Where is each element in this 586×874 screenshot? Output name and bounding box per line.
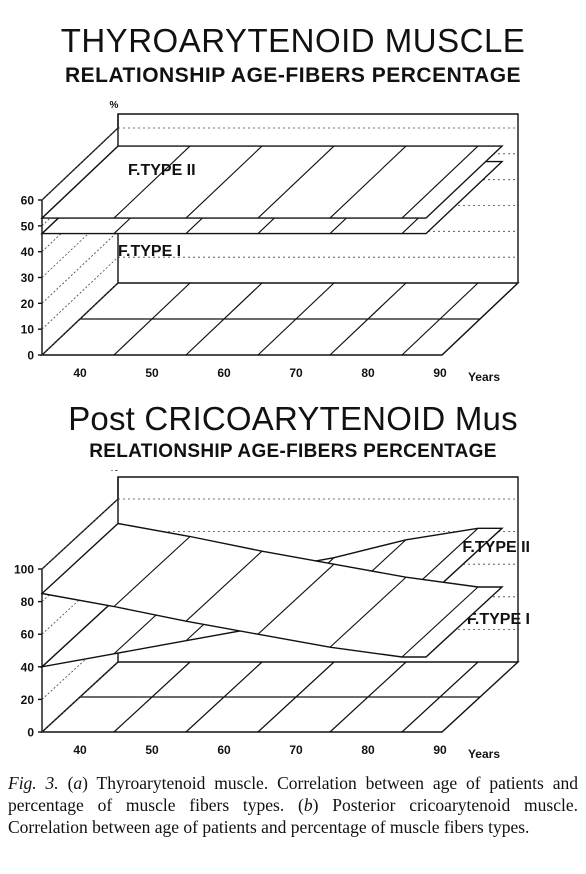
left-wall — [41, 477, 119, 732]
ribbon-segment — [185, 145, 263, 219]
cricoarytenoid-chart: 0 20 40 60 80 100% 40 50 60 70 80 90 Years F.TYPE I F.… — [14, 470, 530, 761]
ribbon-segment — [401, 586, 479, 658]
chart1-title: THYROARYTENOID MUSCLE — [60, 22, 526, 59]
x-tick-label: 80 — [361, 743, 375, 757]
y-tick-label: 80 — [21, 595, 35, 609]
y-tick-label: 0 — [27, 726, 34, 740]
chart2-subtitle: RELATIONSHIP AGE-FIBERS PERCENTAGE — [89, 441, 497, 462]
floor-divider — [185, 661, 263, 733]
grid-side — [41, 563, 119, 635]
grid-side — [41, 661, 119, 733]
y-tick-label: 60 — [21, 628, 35, 642]
y-axis-label: % — [110, 470, 119, 474]
grid-side — [41, 231, 119, 304]
y-tick-label: 20 — [21, 693, 35, 707]
x-tick-label: 60 — [217, 743, 231, 757]
grid-side — [41, 629, 119, 700]
chart2-title: Post CRICOARYTENOID Mus — [68, 400, 518, 437]
y-tick-label: 40 — [21, 660, 35, 674]
floor-divider — [113, 661, 191, 733]
series-label-2: F.TYPE II — [462, 539, 530, 556]
y-tick-label: 40 — [21, 245, 35, 259]
y-tick-label: 60 — [21, 194, 35, 208]
caption-part-b-marker: (b) — [298, 795, 319, 815]
ribbon-segment — [257, 145, 335, 219]
caption-part-a-marker: (a) — [67, 773, 88, 793]
floor-divider — [401, 282, 479, 356]
grid-side — [41, 282, 119, 356]
y-tick-label: 100 — [14, 563, 34, 577]
x-tick-label: 90 — [433, 366, 447, 380]
ribbon-segment — [329, 576, 407, 648]
x-tick-label: 50 — [145, 366, 159, 380]
chart1-subtitle: RELATIONSHIP AGE-FIBERS PERCENTAGE — [64, 64, 522, 87]
x-tick-label: 70 — [289, 743, 303, 757]
x-tick-label: 60 — [217, 366, 231, 380]
y-tick-label: 10 — [21, 323, 35, 337]
floor-divider — [401, 661, 479, 733]
y-tick-label: 0 — [27, 349, 34, 363]
ribbon-segment — [329, 145, 407, 219]
y-tick-label: 30 — [21, 271, 35, 285]
thyroarytenoid-chart: 0 10 20 30 40 50 60% 40 50 60 70 80 90 Years F.TYPE I F… — [21, 100, 520, 384]
ribbon-segment — [185, 550, 263, 622]
caption-fig-label: Fig. 3. — [8, 773, 59, 793]
x-tick-label: 70 — [289, 366, 303, 380]
floor-divider — [257, 661, 335, 733]
caption-text-b: Posterior cricoarytenoid muscle. Correla… — [8, 795, 578, 837]
series-label-1: F.TYPE I — [467, 611, 530, 628]
ribbon-segment — [257, 563, 335, 635]
floor-divider — [329, 282, 407, 356]
caption-text-a: Thyroarytenoid muscle. Correlation betwe… — [8, 773, 578, 815]
grid-side — [41, 256, 119, 330]
floor-divider — [329, 661, 407, 733]
x-axis-label: Years — [468, 747, 500, 761]
series-label-1: F.TYPE I — [118, 243, 181, 260]
x-tick-label: 40 — [73, 366, 87, 380]
x-tick-label: 90 — [433, 743, 447, 757]
ribbon-segment — [401, 145, 479, 219]
ribbon-segment — [113, 145, 191, 219]
series-label-2: F.TYPE II — [128, 162, 196, 179]
x-tick-label: 40 — [73, 743, 87, 757]
figure-caption: Fig. 3. (a) Thyroarytenoid muscle. Corre… — [8, 772, 578, 838]
grid-side — [41, 205, 119, 278]
floor-divider — [257, 282, 335, 356]
x-tick-label: 50 — [145, 743, 159, 757]
y-axis-label: % — [110, 100, 119, 111]
y-tick-label: 50 — [21, 219, 35, 233]
floor-divider — [185, 282, 263, 356]
floor-divider — [113, 282, 191, 356]
grid-side — [41, 127, 119, 201]
grid-side — [41, 498, 119, 570]
ribbon-2 — [40, 522, 504, 658]
x-tick-label: 80 — [361, 366, 375, 380]
ribbon-2 — [40, 145, 504, 219]
y-tick-label: 20 — [21, 297, 35, 311]
x-axis-label: Years — [468, 370, 500, 384]
ribbon-segment — [113, 536, 191, 607]
